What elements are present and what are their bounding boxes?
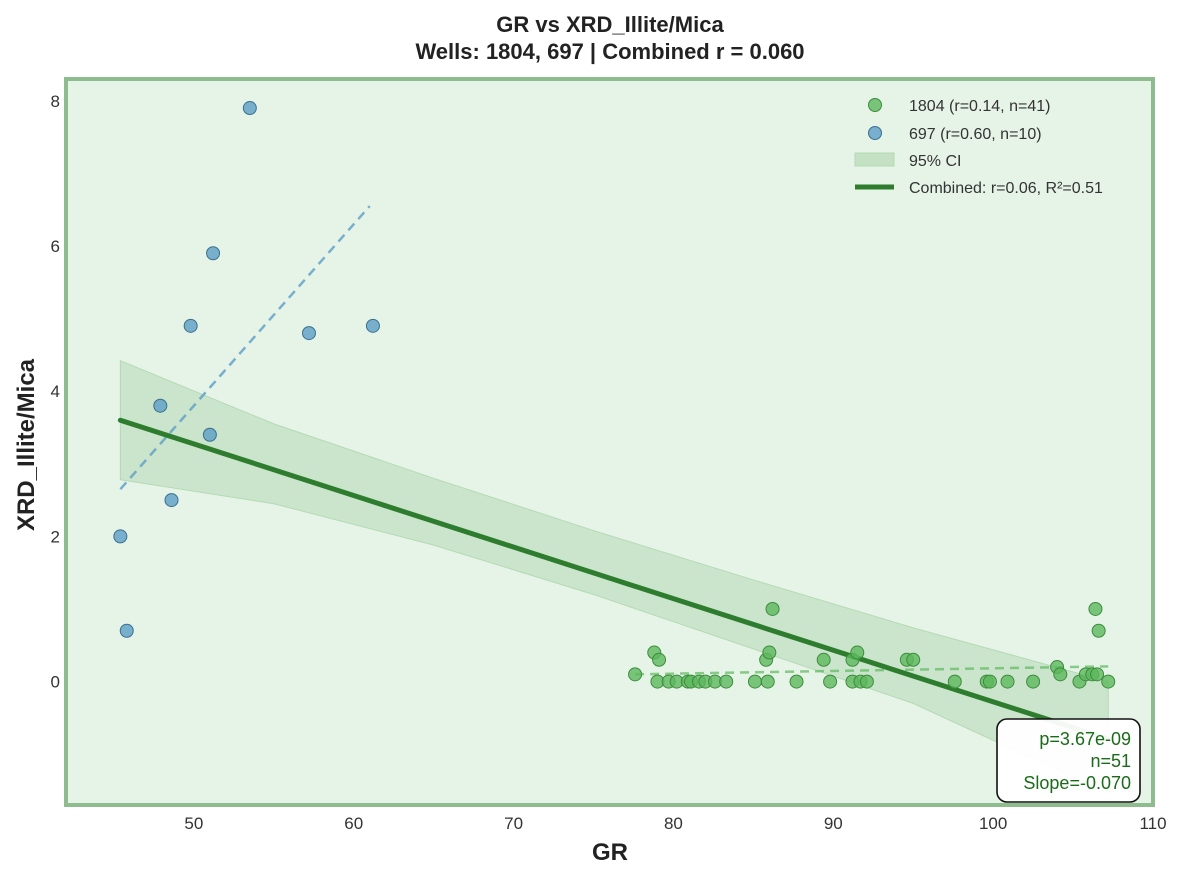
legend-marker-ci bbox=[854, 152, 895, 167]
point-1804 bbox=[765, 601, 780, 616]
y-axis-label: XRD_Illite/Mica bbox=[13, 358, 40, 531]
x-tick-label: 60 bbox=[344, 814, 363, 833]
point-1804 bbox=[906, 652, 921, 667]
stat-p-value: p=3.67e-09 bbox=[1039, 729, 1131, 749]
legend-label-combined-fit: Combined: r=0.06, R²=0.51 bbox=[909, 180, 1103, 197]
plot-border bbox=[64, 77, 1155, 807]
legend-marker-1804 bbox=[868, 98, 882, 112]
point-1804 bbox=[789, 674, 804, 689]
point-1804 bbox=[628, 667, 643, 682]
fit-line-1804 bbox=[635, 665, 1109, 676]
point-1804 bbox=[1091, 623, 1106, 638]
y-tick-label: 4 bbox=[51, 382, 60, 401]
point-1804 bbox=[859, 674, 874, 689]
point-1804 bbox=[1053, 667, 1068, 682]
point-1804 bbox=[1000, 674, 1015, 689]
point-1804 bbox=[823, 674, 838, 689]
stat-n: n=51 bbox=[1090, 751, 1131, 771]
x-tick-label: 80 bbox=[664, 814, 683, 833]
point-1804 bbox=[850, 645, 865, 660]
x-tick-label: 100 bbox=[979, 814, 1007, 833]
point-1804 bbox=[982, 674, 997, 689]
legend-label-1804: 1804 (r=0.14, n=41) bbox=[909, 98, 1050, 115]
y-tick-label: 8 bbox=[51, 92, 60, 111]
point-697 bbox=[242, 101, 257, 116]
x-tick-label: 50 bbox=[184, 814, 203, 833]
point-697 bbox=[365, 318, 380, 333]
legend-label-697: 697 (r=0.60, n=10) bbox=[909, 126, 1042, 143]
point-697 bbox=[202, 427, 217, 442]
point-697 bbox=[113, 529, 128, 544]
point-1804 bbox=[816, 652, 831, 667]
y-tick-label: 6 bbox=[51, 237, 60, 256]
x-tick-label: 110 bbox=[1139, 814, 1166, 833]
chart-title-line1: GR vs XRD_Illite/Mica bbox=[496, 12, 724, 37]
point-697 bbox=[301, 326, 316, 341]
point-1804 bbox=[1090, 667, 1105, 682]
y-tick-label: 2 bbox=[51, 527, 60, 546]
point-697 bbox=[164, 493, 179, 508]
plot-frame bbox=[64, 77, 1155, 807]
point-1804 bbox=[1101, 674, 1116, 689]
point-1804 bbox=[762, 645, 777, 660]
point-1804 bbox=[652, 652, 667, 667]
x-axis-ticks: 50 60 70 80 90 100 110 bbox=[184, 814, 1166, 833]
point-697 bbox=[153, 398, 168, 413]
x-tick-label: 90 bbox=[824, 814, 843, 833]
legend-marker-697 bbox=[868, 126, 882, 140]
stat-slope: Slope=-0.070 bbox=[1023, 773, 1131, 793]
point-1804 bbox=[747, 674, 762, 689]
point-1804 bbox=[719, 674, 734, 689]
point-697 bbox=[119, 623, 134, 638]
point-1804 bbox=[1088, 601, 1103, 616]
x-tick-label: 70 bbox=[504, 814, 523, 833]
point-697 bbox=[206, 246, 221, 261]
chart-title-line2: Wells: 1804, 697 | Combined r = 0.060 bbox=[415, 39, 804, 64]
point-1804 bbox=[760, 674, 775, 689]
fit-lines-layer bbox=[117, 205, 1111, 742]
x-axis-label: GR bbox=[592, 839, 628, 866]
points-layer bbox=[113, 101, 1116, 689]
point-697 bbox=[183, 318, 198, 333]
y-axis-ticks: 0 2 4 6 8 bbox=[51, 92, 60, 692]
stats-box-frame bbox=[996, 718, 1141, 803]
point-1804 bbox=[1026, 674, 1041, 689]
legend-label-ci: 95% CI bbox=[909, 153, 961, 170]
fit-line-combined bbox=[117, 417, 1111, 742]
legend: 1804 (r=0.14, n=41) 697 (r=0.60, n=10) 9… bbox=[854, 98, 1103, 197]
point-1804 bbox=[947, 674, 962, 689]
y-tick-label: 0 bbox=[51, 673, 60, 692]
fit-line-697 bbox=[119, 205, 371, 491]
stats-box: p=3.67e-09 n=51 Slope=-0.070 bbox=[996, 718, 1141, 803]
